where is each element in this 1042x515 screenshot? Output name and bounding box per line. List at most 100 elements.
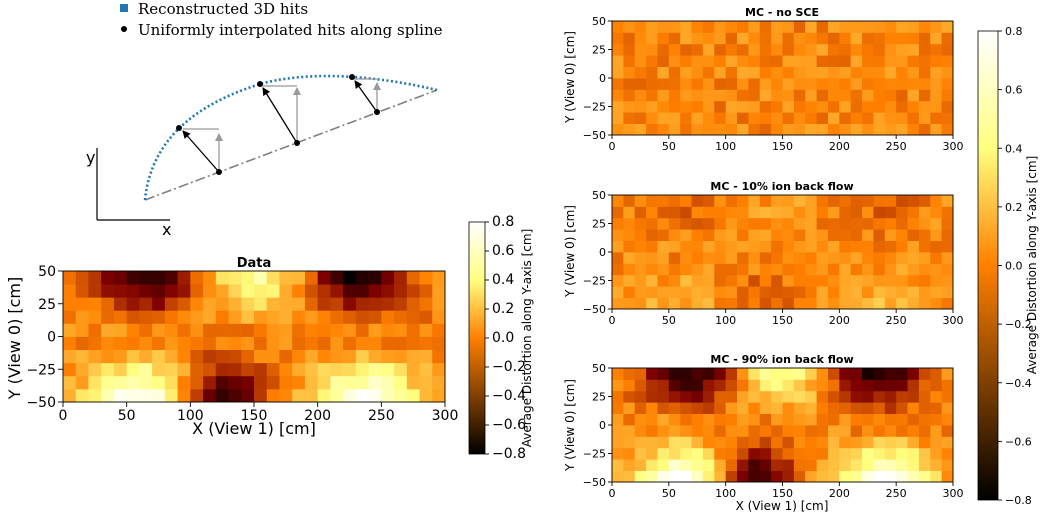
- heatmap-cell: [725, 425, 738, 437]
- heatmap-cell: [228, 297, 242, 311]
- heatmap-cell: [918, 286, 931, 298]
- heatmap-cell: [827, 217, 840, 230]
- heatmap-cell: [612, 78, 624, 90]
- heatmap-cell: [725, 436, 738, 449]
- heatmap-cell: [317, 297, 331, 311]
- heatmap-cell: [304, 310, 319, 324]
- heatmap-cell: [343, 375, 357, 390]
- heatmap-cell: [839, 274, 852, 287]
- heatmap-cell: [941, 66, 954, 79]
- heatmap-cell: [748, 78, 761, 90]
- heatmap-cell: [725, 297, 738, 310]
- heatmap-cell: [725, 368, 738, 380]
- heatmap-cell: [113, 284, 128, 298]
- heatmap-cell: [884, 252, 897, 264]
- heatmap-cell: [839, 368, 852, 380]
- heatmap-cell: [317, 310, 331, 324]
- heatmap-cell: [896, 78, 908, 90]
- heatmap-axes: 0 50 100 150 200 250 300 −50 −25 0 25 50: [583, 15, 964, 153]
- heatmap-cell: [680, 100, 692, 113]
- heatmap-cell: [623, 195, 636, 207]
- heatmap-cell: [873, 286, 886, 298]
- heatmap-cell: [657, 66, 670, 79]
- heatmap-cell: [896, 252, 908, 264]
- heatmap-cell: [748, 240, 761, 253]
- heatmap-cell: [839, 252, 852, 264]
- heatmap-cell: [862, 21, 874, 33]
- heatmap-cell: [793, 43, 806, 56]
- heatmap-cell: [714, 195, 727, 207]
- heatmap-cell: [623, 413, 636, 426]
- heatmap-cell: [279, 336, 293, 350]
- heatmap-cell: [241, 388, 255, 403]
- heatmap-cell: [714, 32, 727, 45]
- heatmap-cell: [805, 263, 817, 276]
- heatmap-cell: [612, 379, 624, 392]
- heatmap-cell: [896, 240, 908, 253]
- heatmap-cell: [228, 362, 242, 377]
- heatmap-cell: [805, 413, 817, 426]
- heatmap-cell: [63, 388, 77, 403]
- interpolated-hit-point: [216, 169, 222, 175]
- heatmap-cell: [714, 436, 727, 449]
- y-tick-label: −25: [583, 448, 606, 461]
- heatmap-cell: [634, 32, 647, 45]
- distortion-arrow: [354, 80, 378, 113]
- heatmap-cell: [930, 123, 943, 136]
- heatmap-cell: [266, 336, 280, 350]
- heatmap-cell: [884, 390, 897, 403]
- heatmap-cell: [748, 43, 761, 56]
- heatmap-cell: [623, 112, 636, 124]
- heatmap-cell: [657, 379, 670, 392]
- heatmap-cell: [839, 390, 852, 403]
- heatmap-cell: [850, 55, 863, 67]
- heatmap-cell: [680, 78, 692, 90]
- heatmap-cell: [827, 32, 840, 45]
- heatmap-cell: [862, 436, 874, 449]
- heatmap-cell: [368, 297, 382, 311]
- heatmap-cell: [88, 388, 102, 403]
- heatmap-cell: [862, 229, 874, 241]
- y-tick-label: 0: [599, 419, 606, 432]
- heatmap-cell: [330, 349, 344, 364]
- heatmap-cell: [714, 21, 727, 33]
- heatmap-cell: [419, 336, 433, 350]
- heatmap-cell: [343, 362, 357, 377]
- heatmap-cell: [907, 240, 920, 253]
- heatmap-cell: [680, 413, 692, 426]
- heatmap-cell: [793, 229, 806, 241]
- heatmap-cell: [771, 274, 783, 287]
- x-tick-label: 0: [59, 408, 68, 424]
- heatmap-cell: [714, 425, 727, 437]
- heatmap-cell: [816, 100, 829, 113]
- heatmap-cell: [680, 32, 692, 45]
- heatmap-cell: [941, 470, 954, 483]
- heatmap-cell: [737, 413, 749, 426]
- heatmap-cell: [657, 55, 670, 67]
- heatmap-cell: [771, 78, 783, 90]
- heatmap-cell: [827, 66, 840, 79]
- heatmap-cell: [839, 286, 852, 298]
- heatmap-cell: [884, 297, 897, 310]
- heatmap-cell: [748, 66, 761, 79]
- heatmap-cell: [612, 413, 624, 426]
- heatmap-cell: [646, 32, 658, 45]
- heatmap-cell: [884, 436, 897, 449]
- heatmap-cell: [873, 368, 886, 380]
- heatmap-cell: [793, 436, 806, 449]
- heatmap-cell: [355, 349, 369, 364]
- heatmap-cell: [907, 112, 920, 124]
- heatmap-cell: [816, 55, 829, 67]
- heatmap-cell: [680, 274, 692, 287]
- heatmap-cell: [691, 297, 704, 310]
- heatmap-cell: [941, 274, 954, 287]
- heatmap-cell: [827, 252, 840, 264]
- heatmap-cell: [759, 89, 772, 102]
- heatmap-cell: [862, 286, 874, 298]
- x-tick-label: 250: [886, 487, 907, 500]
- heatmap-cell: [725, 43, 738, 56]
- heatmap-cell: [646, 286, 658, 298]
- heatmap-cell: [101, 375, 115, 390]
- heatmap-cell: [368, 271, 382, 285]
- heatmap-cell: [793, 206, 806, 219]
